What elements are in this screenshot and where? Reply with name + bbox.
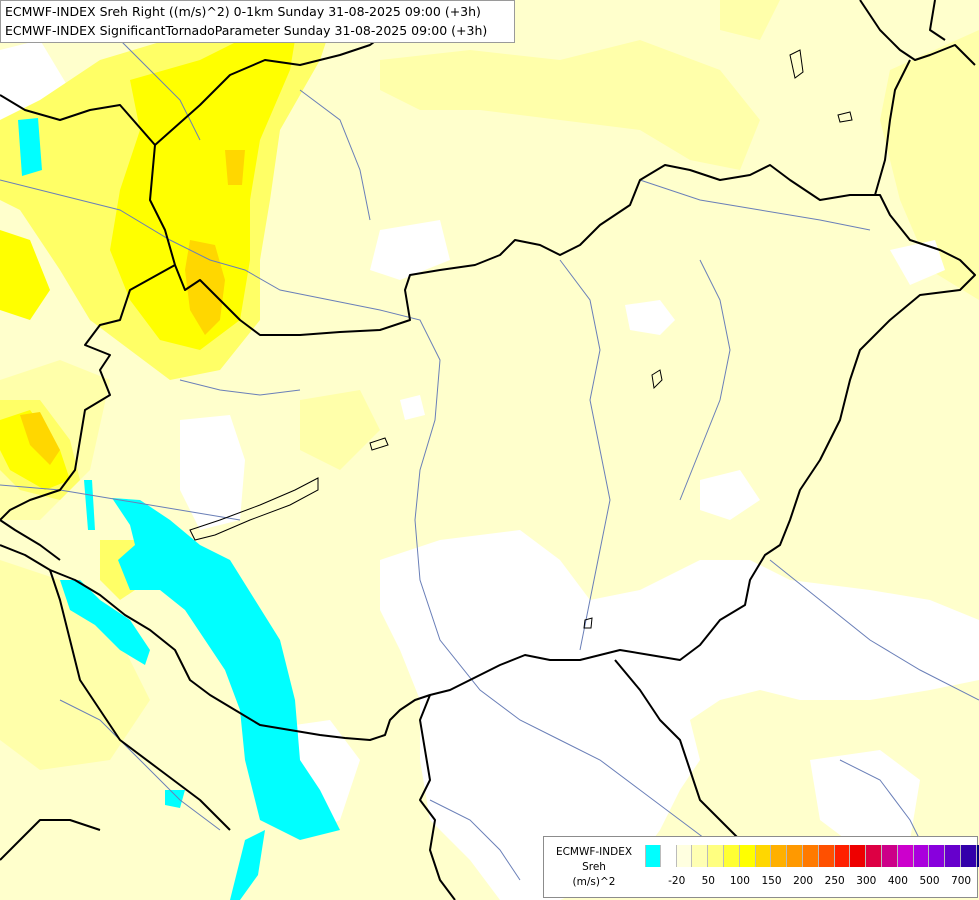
legend-tick-5: 250 (824, 875, 845, 887)
legend-tick-2: 100 (729, 875, 750, 887)
legend-swatch-1 (660, 845, 677, 867)
map-title-box: ECMWF-INDEX Sreh Right ((m/s)^2) 0-1km S… (0, 0, 515, 43)
legend-swatch-6 (739, 845, 756, 867)
sreh-zone-bright-yellow (0, 10, 300, 490)
legend-tick-9: 700 (951, 875, 972, 887)
legend-swatch-19 (945, 845, 961, 867)
legend-swatch-17 (913, 845, 930, 867)
legend-tick-1: 50 (701, 875, 715, 887)
legend-swatch-16 (897, 845, 914, 867)
lakes (189, 49, 853, 629)
map-title-line-1: ECMWF-INDEX Sreh Right ((m/s)^2) 0-1km S… (5, 4, 481, 19)
legend-swatch-18 (929, 845, 946, 867)
legend-swatch-15 (881, 845, 898, 867)
legend-tick-7: 400 (887, 875, 908, 887)
legend-tick-4: 200 (793, 875, 814, 887)
legend-swatch-12 (834, 845, 851, 867)
legend-swatch-13 (850, 845, 867, 867)
legend-title-line-2: Sreh (582, 861, 606, 873)
legend-swatch-11 (818, 845, 835, 867)
legend-swatch-10 (802, 845, 819, 867)
sreh-zone-orange (20, 150, 245, 465)
legend-swatch-5 (723, 845, 740, 867)
map-title-line-2: ECMWF-INDEX SignificantTornadoParameter … (5, 23, 488, 38)
legend-swatch-7 (755, 845, 772, 867)
legend-swatch-9 (787, 845, 803, 867)
sreh-zone-cyan (18, 118, 340, 900)
legend-tick-labels: -20 50 100 150 200 250 300 400 500 700 (645, 875, 979, 891)
legend-swatch-20 (960, 845, 977, 867)
legend-tick-6: 300 (856, 875, 877, 887)
legend-title: ECMWF-INDEX Sreh (m/s)^2 (544, 845, 644, 890)
legend-swatch-8 (771, 845, 788, 867)
legend-tick-8: 500 (919, 875, 940, 887)
legend-title-line-1: ECMWF-INDEX (555, 846, 633, 858)
legend-tick-3: 150 (761, 875, 782, 887)
legend-swatch-4 (708, 845, 724, 867)
legend-tick-0: -20 (668, 875, 686, 887)
legend-title-line-3: (m/s)^2 (572, 876, 616, 888)
legend-swatch-2 (676, 845, 693, 867)
legend-swatch-3 (692, 845, 709, 867)
legend-swatch-21 (976, 845, 979, 867)
color-legend: ECMWF-INDEX Sreh (m/s)^2 -20 50 100 150 200 2… (543, 836, 979, 898)
legend-swatch-0 (645, 845, 661, 867)
legend-swatch-14 (866, 845, 882, 867)
legend-color-bar (645, 845, 979, 867)
